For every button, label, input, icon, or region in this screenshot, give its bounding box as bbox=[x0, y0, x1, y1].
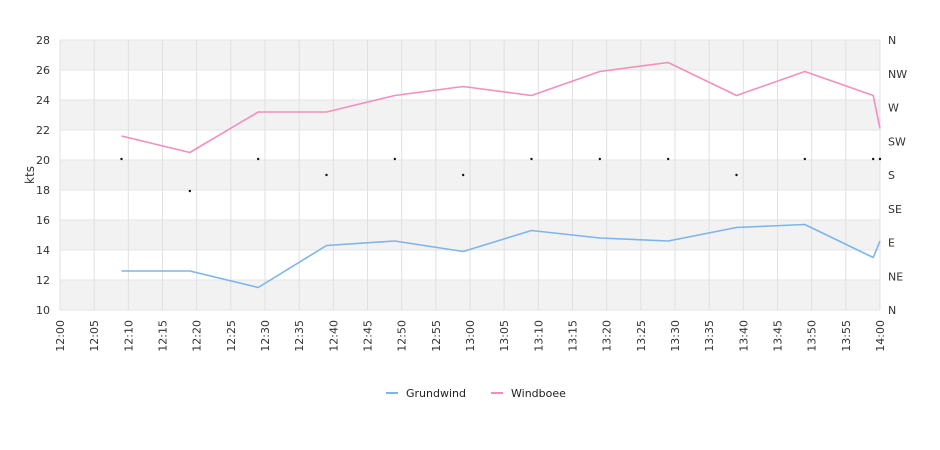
direction-marker bbox=[871, 157, 875, 161]
x-tick-label: 12:20 bbox=[191, 320, 204, 352]
y-tick-label: 14 bbox=[36, 244, 50, 257]
series-lines bbox=[121, 61, 881, 289]
x-tick-label: 13:40 bbox=[737, 320, 750, 352]
x-tick-label: 13:35 bbox=[703, 320, 716, 352]
y-tick-label: 10 bbox=[36, 304, 50, 317]
direction-marker bbox=[530, 157, 533, 161]
x-tick-label: 12:35 bbox=[293, 320, 306, 352]
legend-label[interactable]: Windboee bbox=[511, 387, 566, 400]
x-tick-label: 12:45 bbox=[362, 320, 375, 352]
x-tick-label: 12:10 bbox=[122, 320, 135, 352]
direction-tick-label: NE bbox=[888, 270, 903, 283]
x-tick-label: 13:20 bbox=[601, 320, 614, 352]
y-tick-label: 24 bbox=[36, 94, 50, 107]
x-tick-label: 13:50 bbox=[806, 320, 819, 352]
y-tick-label: 26 bbox=[36, 64, 50, 77]
y-tick-label: 16 bbox=[36, 214, 50, 227]
legend-label[interactable]: Grundwind bbox=[406, 387, 466, 400]
x-tick-label: 13:45 bbox=[772, 320, 785, 352]
x-tick-label: 12:00 bbox=[54, 320, 67, 352]
y-axis: 10 12 14 16 18 20 22 24 26 28 bbox=[36, 34, 50, 317]
y-tick-label: 22 bbox=[36, 124, 50, 137]
x-tick-label: 14:00 bbox=[874, 320, 887, 352]
direction-marker bbox=[188, 189, 192, 193]
y-tick-label: 20 bbox=[36, 154, 50, 167]
direction-marker bbox=[666, 157, 670, 161]
x-tick-label: 13:05 bbox=[498, 320, 511, 352]
direction-marker bbox=[878, 157, 882, 161]
x-tick-label: 12:50 bbox=[396, 320, 409, 352]
direction-marker bbox=[461, 173, 465, 177]
direction-tick-label: S bbox=[888, 169, 895, 182]
x-tick-label: 12:40 bbox=[327, 320, 340, 352]
direction-tick-label: E bbox=[888, 237, 895, 250]
y-tick-label: 18 bbox=[36, 184, 50, 197]
x-tick-label: 13:00 bbox=[464, 320, 477, 352]
x-tick-label: 13:10 bbox=[532, 320, 545, 352]
direction-tick-label: N bbox=[888, 34, 896, 47]
x-tick-label: 13:30 bbox=[669, 320, 682, 352]
x-tick-label: 12:25 bbox=[225, 320, 238, 352]
direction-marker bbox=[256, 157, 260, 161]
direction-tick-label: N bbox=[888, 304, 896, 317]
direction-marker bbox=[803, 157, 807, 161]
direction-marker bbox=[735, 173, 738, 177]
direction-tick-label: SE bbox=[888, 203, 902, 216]
legend: Grundwind Windboee bbox=[386, 387, 566, 400]
direction-axis: N NE E SE S SW W NW N bbox=[888, 34, 907, 317]
direction-marker bbox=[325, 173, 328, 177]
x-tick-label: 13:15 bbox=[567, 320, 580, 352]
x-tick-label: 12:30 bbox=[259, 320, 272, 352]
direction-tick-label: W bbox=[888, 102, 899, 115]
gridlines bbox=[59, 39, 881, 311]
x-axis: 12:00 12:05 12:10 12:15 12:20 12:25 12:30 12:35… bbox=[54, 320, 887, 352]
direction-marker bbox=[120, 157, 123, 161]
x-tick-label: 13:55 bbox=[840, 320, 853, 352]
direction-marker bbox=[598, 157, 602, 161]
direction-marker bbox=[393, 157, 397, 161]
x-tick-label: 13:25 bbox=[635, 320, 648, 352]
direction-tick-label: NW bbox=[888, 68, 907, 81]
y-tick-label: 12 bbox=[36, 274, 50, 287]
x-tick-label: 12:15 bbox=[157, 320, 170, 352]
direction-markers bbox=[120, 157, 882, 193]
x-tick-label: 12:05 bbox=[88, 320, 101, 352]
direction-tick-label: SW bbox=[888, 135, 906, 148]
x-tick-label: 12:55 bbox=[430, 320, 443, 352]
y-tick-label: 28 bbox=[36, 34, 50, 47]
y-axis-title: kts bbox=[23, 166, 37, 184]
